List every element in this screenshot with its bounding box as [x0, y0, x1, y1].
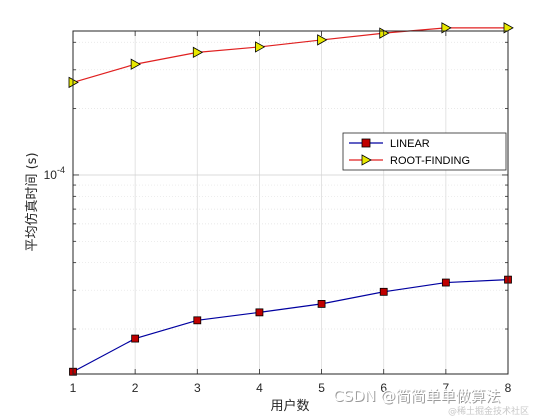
x-tick-label: 5 — [318, 381, 325, 395]
data-point-linear — [131, 334, 140, 343]
data-point-linear — [379, 287, 388, 296]
data-point-root-finding — [503, 22, 514, 34]
y-axis-ticks: 10-4 — [44, 41, 508, 330]
data-point-root-finding — [192, 46, 204, 59]
data-point-linear — [193, 316, 202, 325]
legend-label-linear: LINEAR — [390, 138, 430, 150]
x-axis-ticks: 1 2 3 4 5 6 7 8 — [70, 31, 512, 395]
data-point-root-finding — [255, 41, 266, 53]
y-tick-label: 10-4 — [44, 165, 65, 182]
legend-label-root-finding: ROOT-FINDING — [390, 155, 470, 167]
x-tick-label: 8 — [505, 381, 512, 395]
data-point-linear — [255, 308, 264, 317]
watermark-text: CSDN @简简单单做算法 — [333, 387, 501, 405]
series-line-linear — [72, 279, 509, 373]
series-layer — [68, 22, 514, 376]
series-linear — [69, 275, 512, 376]
y-tick-label-exponent: -4 — [57, 165, 65, 175]
y-axis-title: 平均仿真时间 (s) — [25, 152, 40, 251]
data-point-root-finding — [441, 22, 452, 34]
watermark: CSDN @简简单单做算法 CSDN @简简单单做算法 @稀土掘金技术社区 — [333, 387, 529, 417]
plot-area — [73, 31, 508, 374]
x-tick-label: 6 — [380, 381, 387, 395]
x-tick-label: 7 — [443, 381, 450, 395]
legend-marker-root-finding — [361, 154, 372, 166]
x-axis-title: 用户数 — [270, 398, 309, 414]
watermark-subtext: @稀土掘金技术社区 — [448, 405, 529, 417]
x-tick-label: 2 — [132, 381, 139, 395]
watermark-text-shadow: CSDN @简简单单做算法 — [334, 388, 502, 406]
y-tick-label-base: 10 — [44, 168, 58, 182]
legend: LINEAR ROOT-FINDING — [342, 132, 507, 171]
data-point-root-finding — [130, 58, 141, 70]
data-point-root-finding — [317, 34, 328, 46]
x-tick-label: 3 — [194, 381, 201, 395]
data-point-linear — [441, 278, 450, 287]
data-point-linear — [317, 300, 326, 308]
series-line-root-finding — [72, 27, 508, 83]
x-tick-label: 4 — [256, 381, 263, 395]
x-tick-label: 1 — [70, 381, 77, 395]
legend-marker-linear — [361, 138, 371, 148]
plot-frame — [72, 30, 509, 375]
grid-lines — [73, 31, 508, 374]
